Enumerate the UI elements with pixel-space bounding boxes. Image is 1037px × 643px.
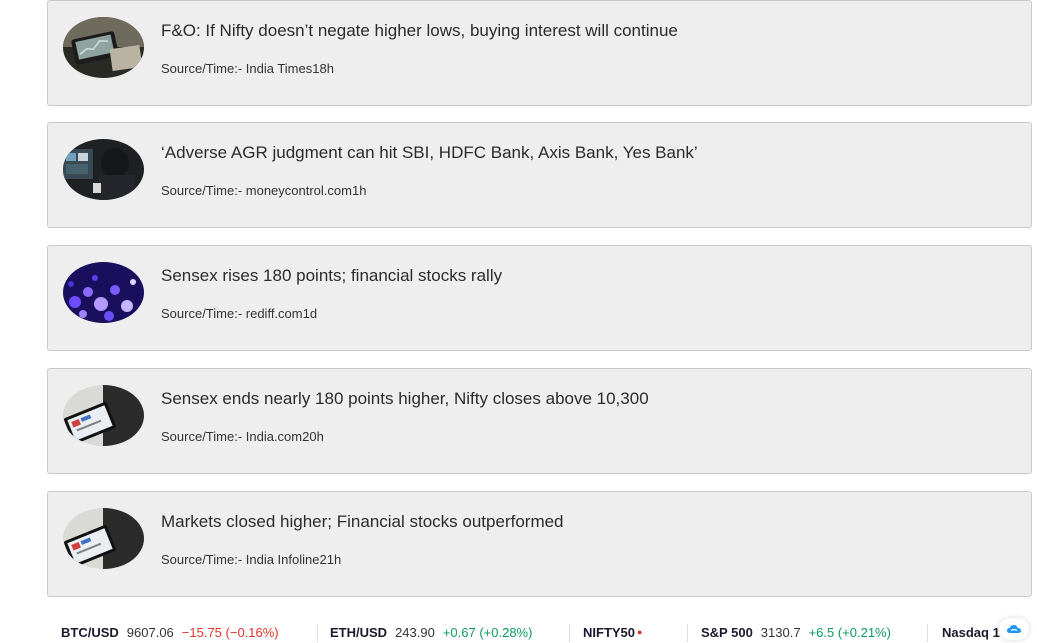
- phone-stock-chart-image: [63, 17, 144, 78]
- tablet-chart-image: [63, 508, 144, 569]
- ticker-symbol: ETH/USD: [330, 625, 388, 640]
- ticker-symbol: NIFTY50: [583, 625, 636, 640]
- news-source-time: Source/Time:- moneycontrol.com1h: [161, 183, 367, 198]
- news-headline[interactable]: ‘Adverse AGR judgment can hit SBI, HDFC …: [161, 143, 698, 162]
- news-thumbnail[interactable]: [63, 508, 144, 569]
- news-card[interactable]: Sensex ends nearly 180 points higher, Ni…: [47, 368, 1032, 474]
- cloud-icon: [1007, 625, 1021, 633]
- news-source-time: Source/Time:- India Times18h: [161, 61, 334, 76]
- ticker-divider: [687, 624, 688, 642]
- news-card[interactable]: Sensex rises 180 points; financial stock…: [47, 245, 1032, 351]
- ticker-divider: [569, 624, 570, 642]
- news-thumbnail[interactable]: [63, 262, 144, 323]
- ticker-price: 9607.06: [126, 625, 174, 640]
- news-thumbnail[interactable]: [63, 385, 144, 446]
- news-thumbnail[interactable]: [63, 17, 144, 78]
- trader-at-screens-image: [63, 139, 144, 200]
- ticker-item-nasdaq[interactable]: Nasdaq 1: [942, 625, 1008, 643]
- purple-lights-image: [63, 262, 144, 323]
- news-source-time: Source/Time:- India.com20h: [161, 429, 324, 444]
- news-thumbnail[interactable]: [63, 139, 144, 200]
- news-headline[interactable]: Sensex rises 180 points; financial stock…: [161, 266, 503, 285]
- ticker-divider: [927, 624, 928, 642]
- ticker-change: −15.75 (−0.16%): [181, 625, 279, 640]
- news-card[interactable]: F&O: If Nifty doesn’t negate higher lows…: [47, 0, 1032, 106]
- news-card[interactable]: ‘Adverse AGR judgment can hit SBI, HDFC …: [47, 122, 1032, 228]
- ticker-item-nifty50[interactable]: NIFTY50 ●: [583, 625, 642, 643]
- ticker-tape[interactable]: BTC/USD 9607.06 −15.75 (−0.16%) ETH/USD 243…: [47, 618, 1037, 643]
- ticker-price: 243.90: [395, 625, 435, 640]
- ticker-change: +6.5 (+0.21%): [808, 625, 891, 640]
- news-source-time: Source/Time:- rediff.com1d: [161, 306, 318, 321]
- ticker-divider: [317, 624, 318, 642]
- ticker-item-eth-usd[interactable]: ETH/USD 243.90 +0.67 (+0.28%): [330, 625, 532, 643]
- ticker-symbol: S&P 500: [701, 625, 753, 640]
- ticker-item-sp500[interactable]: S&P 500 3130.7 +6.5 (+0.21%): [701, 625, 891, 643]
- market-closed-dot-icon: ●: [637, 627, 643, 637]
- ticker-symbol: BTC/USD: [61, 625, 119, 640]
- ticker-symbol: Nasdaq 1: [942, 625, 1000, 640]
- ticker-change: +0.67 (+0.28%): [442, 625, 533, 640]
- news-headline[interactable]: Markets closed higher; Financial stocks …: [161, 512, 564, 531]
- news-source-time: Source/Time:- India Infoline21h: [161, 552, 342, 567]
- tablet-chart-image: [63, 385, 144, 446]
- ticker-item-btc-usd[interactable]: BTC/USD 9607.06 −15.75 (−0.16%): [61, 625, 279, 643]
- news-headline[interactable]: Sensex ends nearly 180 points higher, Ni…: [161, 389, 649, 408]
- news-headline[interactable]: F&O: If Nifty doesn’t negate higher lows…: [161, 21, 678, 40]
- news-card[interactable]: Markets closed higher; Financial stocks …: [47, 491, 1032, 597]
- widget-badge[interactable]: [999, 618, 1029, 640]
- ticker-price: 3130.7: [760, 625, 801, 640]
